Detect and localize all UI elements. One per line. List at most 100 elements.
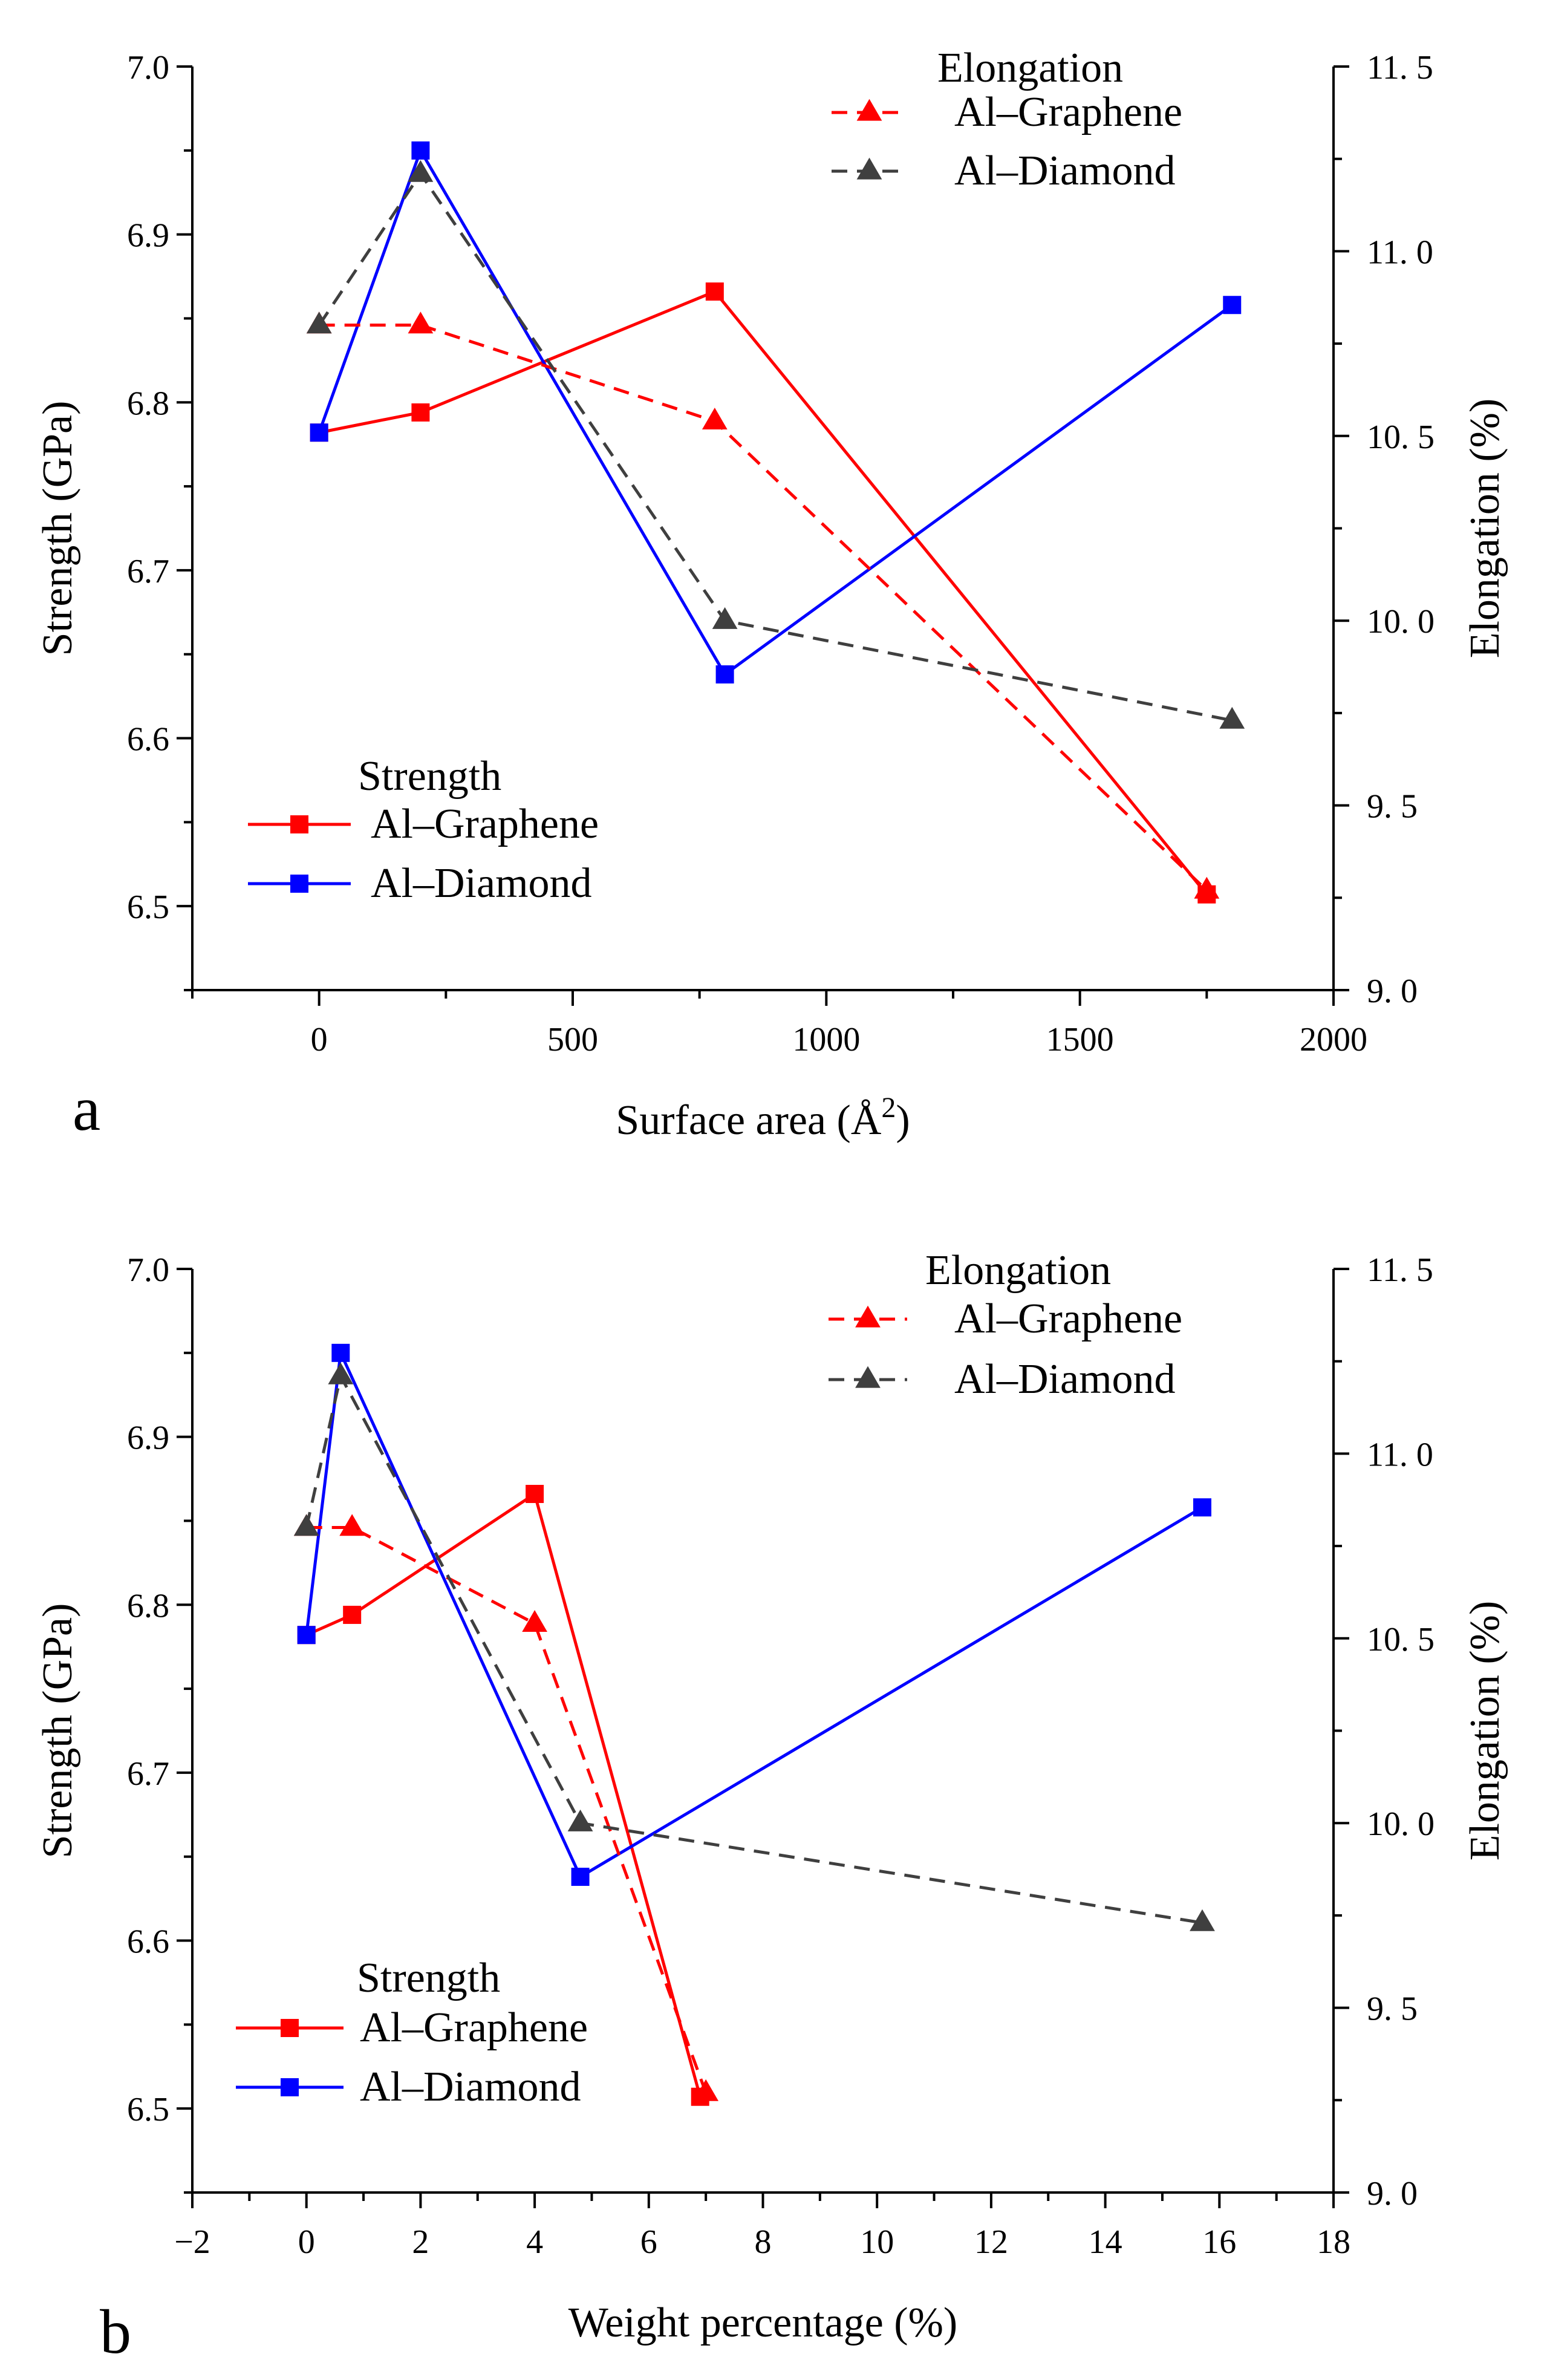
y2-tick-label: 10. 5 [1367,419,1435,456]
legend-label: Al–Graphene [371,801,599,847]
x-tick-label: 2 [412,2223,429,2261]
y2-tick-label: 9. 5 [1367,788,1418,826]
data-point [408,311,434,334]
x-axis-title: Weight percentage (%) [568,2300,957,2346]
x-tick-label: 0 [311,1021,328,1058]
x-tick-label: 6 [640,2223,657,2261]
y2-axis-title: Elongation (%) [1462,399,1508,659]
x-tick-label: 14 [1089,2223,1122,2261]
x-axis-title: Surface area (Å2) [616,1092,910,1144]
legend-marker [856,99,882,121]
y-tick-label: 6.6 [127,1923,169,1961]
y-tick-label: 6.8 [127,385,169,422]
data-point [408,160,434,182]
panel-label: a [73,1074,100,1144]
series-line [319,290,1208,896]
data-point [293,1514,319,1536]
legend-label: Al–Graphene [954,1296,1182,1342]
data-point [693,2079,719,2101]
data-point [1219,706,1245,729]
data-point [1190,1909,1215,1931]
data-point [339,1514,365,1536]
y-axis-title: Strength (GPa) [34,1603,81,1859]
series-line [305,1492,702,2098]
series-line [319,324,1208,892]
series-elongation-3 [306,160,1245,729]
y-axis-title: Strength (GPa) [34,401,81,656]
x-tick-label: 2000 [1300,1021,1367,1058]
y-tick-label: 6.7 [127,553,169,590]
legend-title: Strength [357,1955,500,2001]
y2-tick-label: 9. 5 [1367,1990,1418,2028]
y-tick-label: 6.5 [127,888,169,926]
x-tick-label: 16 [1202,2223,1236,2261]
series-line [318,146,1233,677]
data-point [715,665,734,684]
data-point [1223,296,1242,315]
y-tick-label: 6.9 [127,1420,169,1457]
y2-tick-label: 10. 0 [1367,603,1435,641]
y2-tick-label: 11. 0 [1367,233,1433,271]
legend-marker [281,2019,299,2037]
legend-title: Elongation [925,1247,1111,1294]
data-point [328,1362,354,1384]
x-tick-label: 12 [974,2223,1008,2261]
data-point [712,607,738,629]
legend-label: Al–Diamond [360,2064,581,2110]
legend-marker [855,1305,881,1328]
y2-tick-label: 9. 0 [1367,973,1418,1010]
data-point [411,141,430,160]
x-tick-label: 8 [755,2223,772,2261]
legend-label: Al–Graphene [954,89,1182,135]
data-point [331,1343,350,1362]
series-line [305,1372,1203,1925]
legend-marker [290,815,308,833]
y-tick-label: 7.0 [127,49,169,86]
data-point [310,423,328,442]
series-line [305,1347,1203,1879]
x-tick-label: 10 [860,2223,894,2261]
legend-marker [281,2078,299,2096]
data-point [1193,1498,1211,1517]
y2-tick-label: 11. 5 [1367,49,1433,86]
x-tick-label: 4 [526,2223,543,2261]
y-tick-label: 6.9 [127,217,169,255]
x-tick-label: −2 [174,2223,210,2261]
data-point [526,1485,544,1504]
data-point [343,1605,362,1624]
data-point [306,311,332,334]
data-point [1194,876,1220,899]
legend-title: Elongation [937,45,1123,91]
legend-marker [856,157,882,180]
legend-marker [855,1366,881,1388]
x-tick-label: 1000 [792,1021,860,1058]
legend-label: Al–Diamond [954,1356,1176,1403]
y2-tick-label: 11. 5 [1367,1251,1433,1289]
y2-axis-title: Elongation (%) [1462,1601,1508,1861]
y2-tick-label: 9. 0 [1367,2175,1418,2212]
legend-marker [290,875,308,893]
chart-panel-a: 0 500 1000 1500 2000 6.5 6.6 6.7 6.8 6.9 7.0 9. 0 9.… [34,45,1508,1144]
data-point [571,1868,590,1886]
y2-tick-label: 11. 0 [1367,1436,1433,1473]
chart-panel-b: −2 0 2 4 6 8 10 12 14 16 18 6.5 6.6 6.7 6.8 6.9 7.0 9. 0 9… [34,1247,1508,2367]
data-point [297,1626,316,1645]
series-strength-1 [297,1343,1211,1886]
y-tick-label: 7.0 [127,1251,169,1289]
y-tick-label: 6.8 [127,1587,169,1625]
data-point [702,408,728,430]
x-tick-label: 0 [298,2223,315,2261]
y-tick-label: 6.6 [127,721,169,758]
x-tick-label: 500 [547,1021,598,1058]
legend-label: Al–Diamond [371,860,592,907]
series-strength-1 [310,141,1242,684]
data-point [522,1610,547,1632]
y-tick-label: 6.5 [127,2091,169,2128]
series-elongation-3 [293,1362,1215,1931]
